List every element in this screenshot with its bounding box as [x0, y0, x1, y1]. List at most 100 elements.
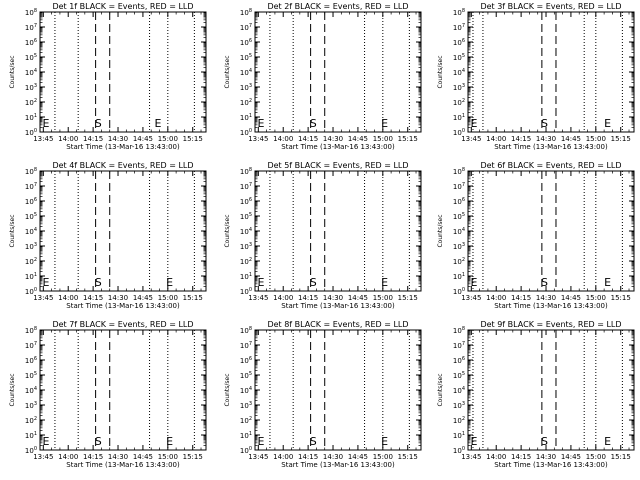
y-tick-label: 104 [25, 227, 37, 236]
y-tick-label: 106 [453, 38, 465, 47]
y-tick-label: 103 [25, 242, 37, 251]
y-tick-label: 100 [240, 128, 252, 137]
y-tick-label: 105 [25, 212, 37, 221]
y-tick-label: 102 [240, 416, 252, 425]
y-tick-label: 101 [453, 431, 465, 440]
y-tick-label: 101 [25, 272, 37, 281]
y-axis-label: Counts/sec [437, 373, 444, 406]
x-tick-label: 14:45 [561, 453, 581, 461]
y-tick-label: 107 [240, 23, 252, 32]
y-axis-label: Counts/sec [9, 214, 16, 247]
x-tick-label: 14:45 [561, 294, 581, 302]
y-tick-label: 107 [453, 182, 465, 191]
y-tick-label: 106 [240, 197, 252, 206]
x-axis-label: Start Time (13-Mar-16 13:43:00) [66, 143, 180, 151]
x-tick-label: 15:00 [586, 294, 606, 302]
y-tick-label: 100 [453, 446, 465, 455]
marker-e: E [42, 117, 49, 130]
x-tick-label: 14:00 [58, 294, 78, 302]
y-tick-label: 103 [240, 242, 252, 251]
y-tick-label: 100 [240, 446, 252, 455]
y-tick-label: 108 [240, 167, 252, 176]
x-tick-label: 15:15 [611, 294, 631, 302]
marker-s: S [541, 435, 548, 448]
y-tick-label: 107 [25, 182, 37, 191]
y-tick-label: 108 [25, 326, 37, 335]
x-tick-label: 14:30 [108, 294, 128, 302]
y-tick-label: 101 [453, 272, 465, 281]
plot-frame [254, 170, 422, 292]
y-tick-label: 105 [25, 371, 37, 380]
marker-e: E [42, 276, 49, 289]
marker-s: S [95, 276, 102, 289]
marker-e: E [604, 276, 611, 289]
y-tick-label: 102 [25, 98, 37, 107]
y-tick-label: 106 [240, 356, 252, 365]
x-tick-label: 13:45 [33, 294, 53, 302]
y-tick-label: 102 [240, 257, 252, 266]
panel-title: Det 5f BLACK = Events, RED = LLD [267, 161, 408, 170]
x-tick-label: 14:30 [536, 135, 556, 143]
x-tick-label: 14:30 [323, 294, 343, 302]
marker-s: S [541, 117, 548, 130]
x-tick-label: 15:00 [373, 135, 393, 143]
x-tick-label: 14:00 [58, 453, 78, 461]
x-tick-label: 14:00 [273, 135, 293, 143]
x-tick-label: 14:15 [298, 135, 318, 143]
y-tick-label: 101 [240, 113, 252, 122]
y-tick-label: 103 [453, 401, 465, 410]
x-tick-label: 14:15 [83, 453, 103, 461]
y-tick-label: 104 [453, 386, 465, 395]
panel-title: Det 4f BLACK = Events, RED = LLD [52, 161, 193, 170]
marker-e: E [257, 117, 264, 130]
x-tick-label: 14:15 [511, 453, 531, 461]
y-tick-label: 108 [25, 167, 37, 176]
x-tick-label: 15:15 [183, 453, 203, 461]
x-tick-label: 15:00 [158, 294, 178, 302]
marker-e: E [381, 117, 388, 130]
x-tick-label: 14:45 [133, 453, 153, 461]
y-tick-label: 103 [25, 401, 37, 410]
y-tick-label: 105 [240, 212, 252, 221]
y-tick-label: 100 [453, 287, 465, 296]
y-tick-label: 104 [240, 227, 252, 236]
y-tick-label: 104 [453, 68, 465, 77]
marker-e: E [381, 276, 388, 289]
y-tick-label: 102 [453, 416, 465, 425]
marker-e: E [166, 276, 173, 289]
plot-frame [39, 11, 207, 133]
marker-e: E [42, 435, 49, 448]
x-tick-label: 15:15 [398, 294, 418, 302]
x-tick-label: 14:15 [511, 135, 531, 143]
x-tick-label: 14:00 [486, 294, 506, 302]
x-tick-label: 15:15 [183, 294, 203, 302]
y-tick-label: 106 [25, 38, 37, 47]
x-tick-label: 15:15 [183, 135, 203, 143]
marker-e: E [257, 435, 264, 448]
y-tick-label: 105 [453, 53, 465, 62]
x-tick-label: 14:30 [108, 453, 128, 461]
plot-frame [39, 170, 207, 292]
y-tick-label: 101 [240, 272, 252, 281]
panel-title: Det 8f BLACK = Events, RED = LLD [267, 320, 408, 329]
y-tick-label: 102 [25, 257, 37, 266]
y-tick-label: 100 [25, 446, 37, 455]
y-tick-label: 107 [240, 182, 252, 191]
x-tick-label: 14:45 [133, 135, 153, 143]
x-tick-label: 14:00 [273, 294, 293, 302]
x-axis-label: Start Time (13-Mar-16 13:43:00) [66, 302, 180, 310]
x-axis-label: Start Time (13-Mar-16 13:43:00) [281, 461, 395, 469]
panel-title: Det 1f BLACK = Events, RED = LLD [52, 2, 193, 11]
x-tick-label: 13:45 [248, 135, 268, 143]
y-axis-label: Counts/sec [224, 214, 231, 247]
marker-e: E [257, 276, 264, 289]
y-tick-label: 104 [240, 386, 252, 395]
panel-det-4: Det 4f BLACK = Events, RED = LLD 100 101 10… [9, 161, 207, 310]
x-tick-label: 14:30 [536, 453, 556, 461]
panel-title: Det 2f BLACK = Events, RED = LLD [267, 2, 408, 11]
x-tick-label: 14:15 [298, 453, 318, 461]
y-tick-label: 107 [25, 341, 37, 350]
x-tick-label: 13:45 [248, 453, 268, 461]
y-axis-label: Counts/sec [9, 55, 16, 88]
panel-det-1: Det 1f BLACK = Events, RED = LLD 100 101 10… [9, 2, 207, 151]
